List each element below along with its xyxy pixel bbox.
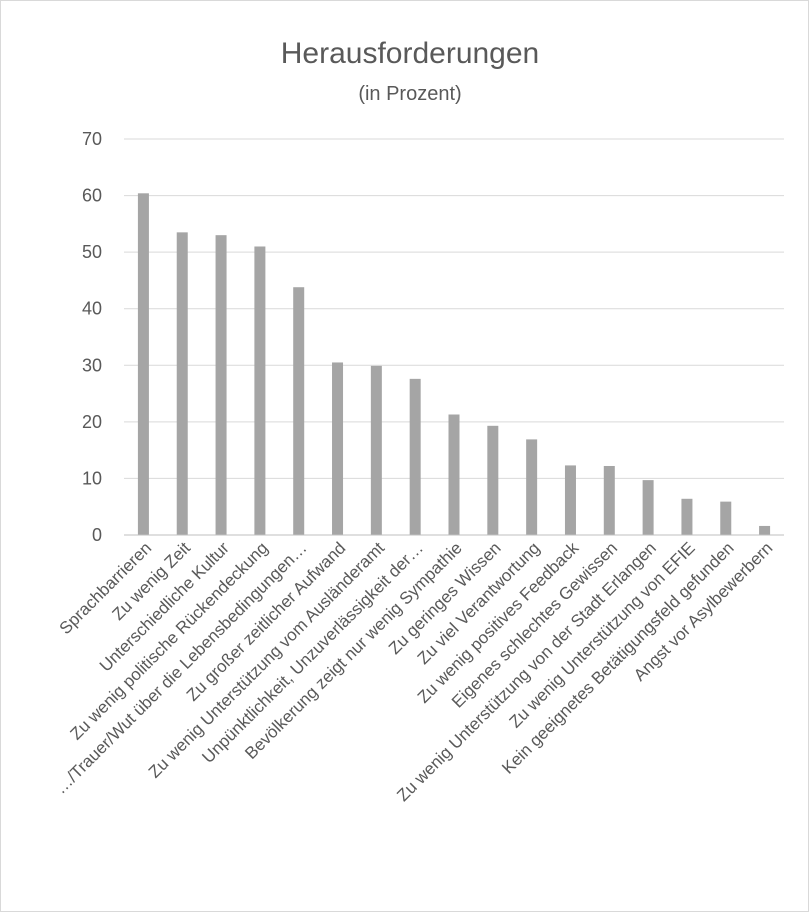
bar bbox=[254, 246, 266, 535]
bars bbox=[137, 193, 771, 536]
bar bbox=[526, 439, 538, 535]
bar bbox=[370, 365, 382, 535]
bar bbox=[603, 465, 615, 535]
bar bbox=[759, 525, 771, 535]
y-tick-label: 60 bbox=[82, 186, 102, 206]
bar bbox=[720, 501, 732, 535]
y-tick-label: 30 bbox=[82, 355, 102, 375]
bar bbox=[681, 498, 693, 535]
y-tick-label: 70 bbox=[82, 129, 102, 149]
bar bbox=[137, 193, 149, 535]
y-axis-ticks: 0 10 20 30 40 50 60 70 bbox=[82, 129, 102, 545]
bar bbox=[448, 414, 460, 535]
bar bbox=[176, 232, 188, 536]
bar bbox=[332, 362, 344, 535]
y-tick-label: 50 bbox=[82, 242, 102, 262]
bar bbox=[215, 235, 227, 535]
chart-title: Herausforderungen bbox=[281, 37, 540, 70]
chart-subtitle: (in Prozent) bbox=[358, 83, 461, 105]
bar bbox=[642, 480, 654, 535]
bar bbox=[564, 465, 576, 535]
bar bbox=[293, 287, 305, 535]
bar bbox=[409, 378, 421, 535]
y-tick-label: 0 bbox=[92, 525, 102, 545]
y-tick-label: 40 bbox=[82, 299, 102, 319]
gridlines bbox=[124, 138, 784, 479]
y-tick-label: 10 bbox=[82, 468, 102, 488]
y-tick-label: 20 bbox=[82, 412, 102, 432]
bar bbox=[487, 425, 499, 535]
